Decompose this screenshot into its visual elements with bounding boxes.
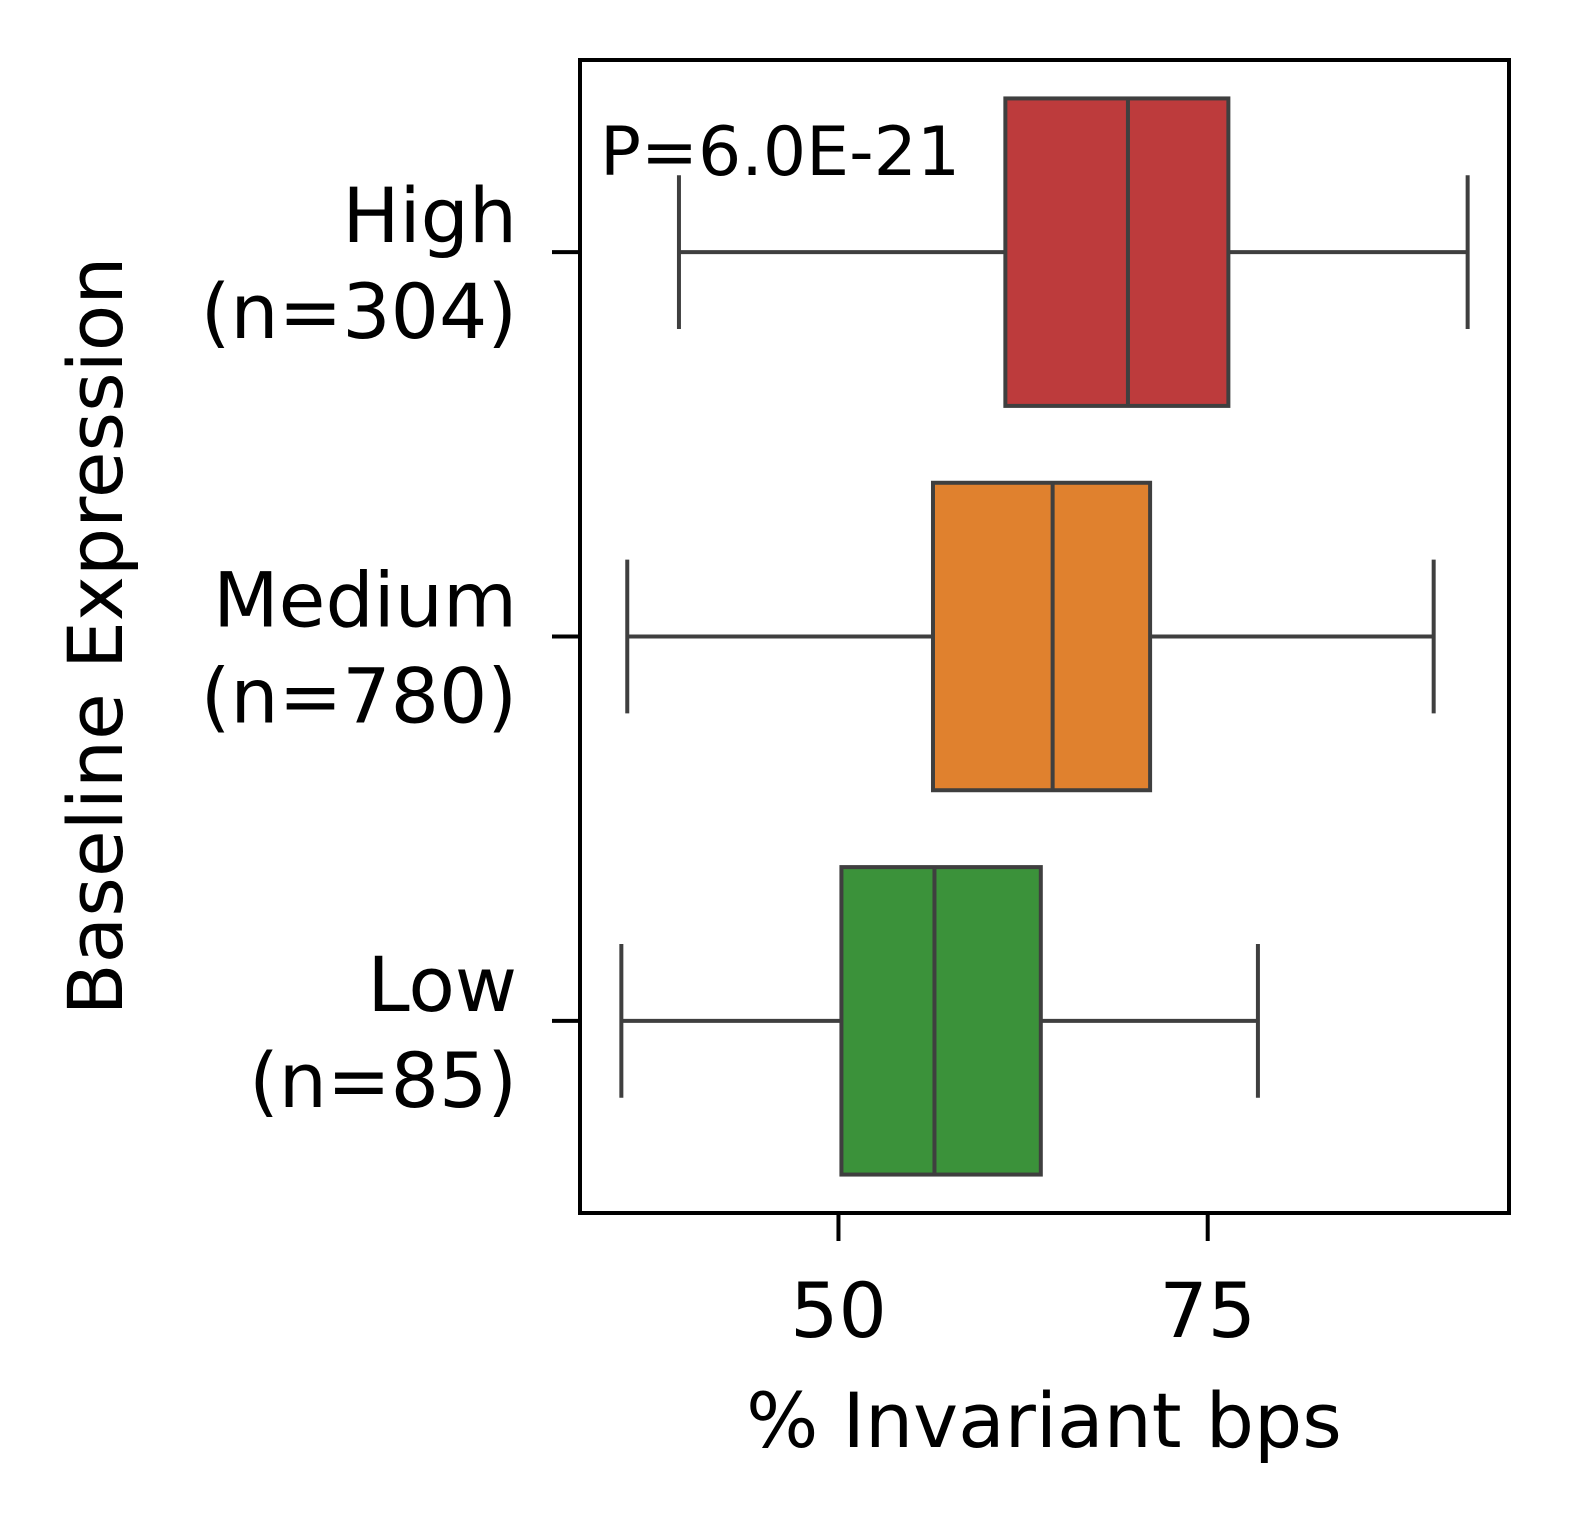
p-value-annotation: P=6.0E-21 bbox=[600, 113, 960, 192]
box-group-low bbox=[619, 865, 1260, 1177]
y-axis: High(n=304) Medium(n=780) Low(n=85) bbox=[201, 171, 580, 1125]
category-label-high: High bbox=[342, 171, 517, 260]
box-high bbox=[1003, 96, 1231, 408]
category-label-medium: Medium bbox=[213, 556, 517, 645]
x-tick-label-50: 50 bbox=[790, 1266, 887, 1355]
category-count-low: (n=85) bbox=[249, 1036, 517, 1125]
x-tick-label-75: 75 bbox=[1159, 1266, 1256, 1355]
category-label-low: Low bbox=[367, 940, 517, 1029]
box-medium bbox=[930, 480, 1153, 793]
category-count-high: (n=304) bbox=[201, 267, 517, 356]
x-axis: 50 75 bbox=[790, 1213, 1256, 1355]
box-low bbox=[839, 865, 1043, 1177]
boxes-layer bbox=[619, 96, 1470, 1177]
category-count-medium: (n=780) bbox=[201, 652, 517, 741]
box-group-high bbox=[676, 96, 1470, 408]
x-axis-label: % Invariant bps bbox=[746, 1376, 1342, 1465]
box-group-medium bbox=[625, 480, 1436, 793]
y-axis-label: Baseline Expression bbox=[51, 257, 140, 1016]
